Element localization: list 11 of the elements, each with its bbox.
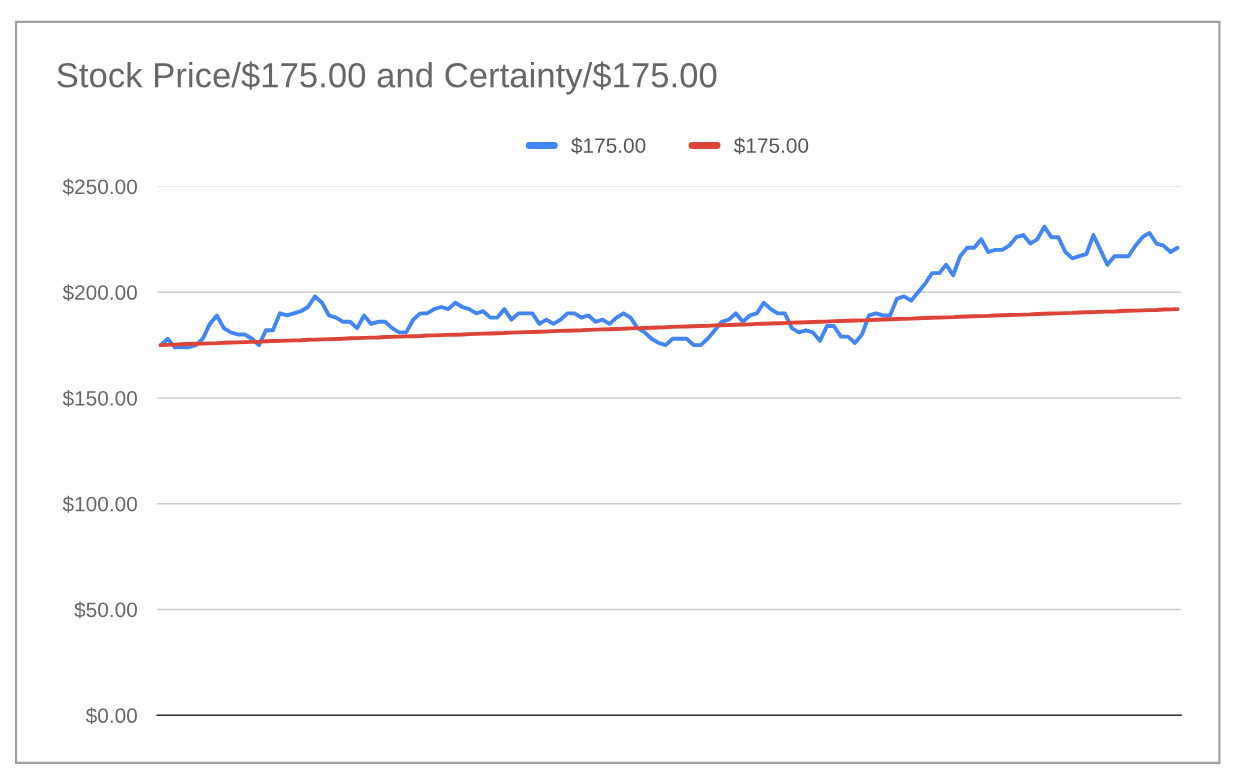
y-tick-label: $50.00 [74,601,137,619]
y-tick-label: $200.00 [62,284,137,302]
chart-title: Stock Price/$175.00 and Certainty/$175.00 [57,61,717,95]
legend-label: $175.00 [733,137,809,155]
legend-label: $175.00 [571,137,646,155]
y-tick-label: $150.00 [62,390,137,407]
y-tick-label: $100.00 [62,495,137,513]
y-tick-label: $0.00 [85,707,137,725]
y-tick-label: $250.00 [62,178,137,196]
line-series [158,307,1180,348]
line-series [158,224,1180,350]
